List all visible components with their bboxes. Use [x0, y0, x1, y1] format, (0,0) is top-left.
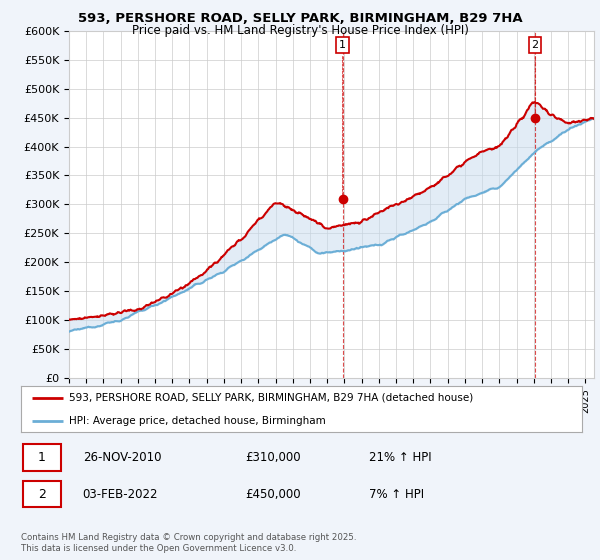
- Text: 7% ↑ HPI: 7% ↑ HPI: [369, 488, 424, 501]
- Text: 26-NOV-2010: 26-NOV-2010: [83, 451, 161, 464]
- Text: 03-FEB-2022: 03-FEB-2022: [83, 488, 158, 501]
- Text: £450,000: £450,000: [245, 488, 301, 501]
- Text: 593, PERSHORE ROAD, SELLY PARK, BIRMINGHAM, B29 7HA (detached house): 593, PERSHORE ROAD, SELLY PARK, BIRMINGH…: [68, 393, 473, 403]
- Text: 1: 1: [38, 451, 46, 464]
- Text: 1: 1: [339, 40, 346, 196]
- Text: HPI: Average price, detached house, Birmingham: HPI: Average price, detached house, Birm…: [68, 416, 325, 426]
- Text: 21% ↑ HPI: 21% ↑ HPI: [369, 451, 431, 464]
- Text: 593, PERSHORE ROAD, SELLY PARK, BIRMINGHAM, B29 7HA: 593, PERSHORE ROAD, SELLY PARK, BIRMINGH…: [77, 12, 523, 25]
- FancyBboxPatch shape: [23, 480, 61, 507]
- Text: £310,000: £310,000: [245, 451, 301, 464]
- Text: Price paid vs. HM Land Registry's House Price Index (HPI): Price paid vs. HM Land Registry's House …: [131, 24, 469, 37]
- Text: 2: 2: [532, 40, 539, 115]
- Text: 2: 2: [38, 488, 46, 501]
- FancyBboxPatch shape: [23, 444, 61, 470]
- Text: Contains HM Land Registry data © Crown copyright and database right 2025.
This d: Contains HM Land Registry data © Crown c…: [21, 533, 356, 553]
